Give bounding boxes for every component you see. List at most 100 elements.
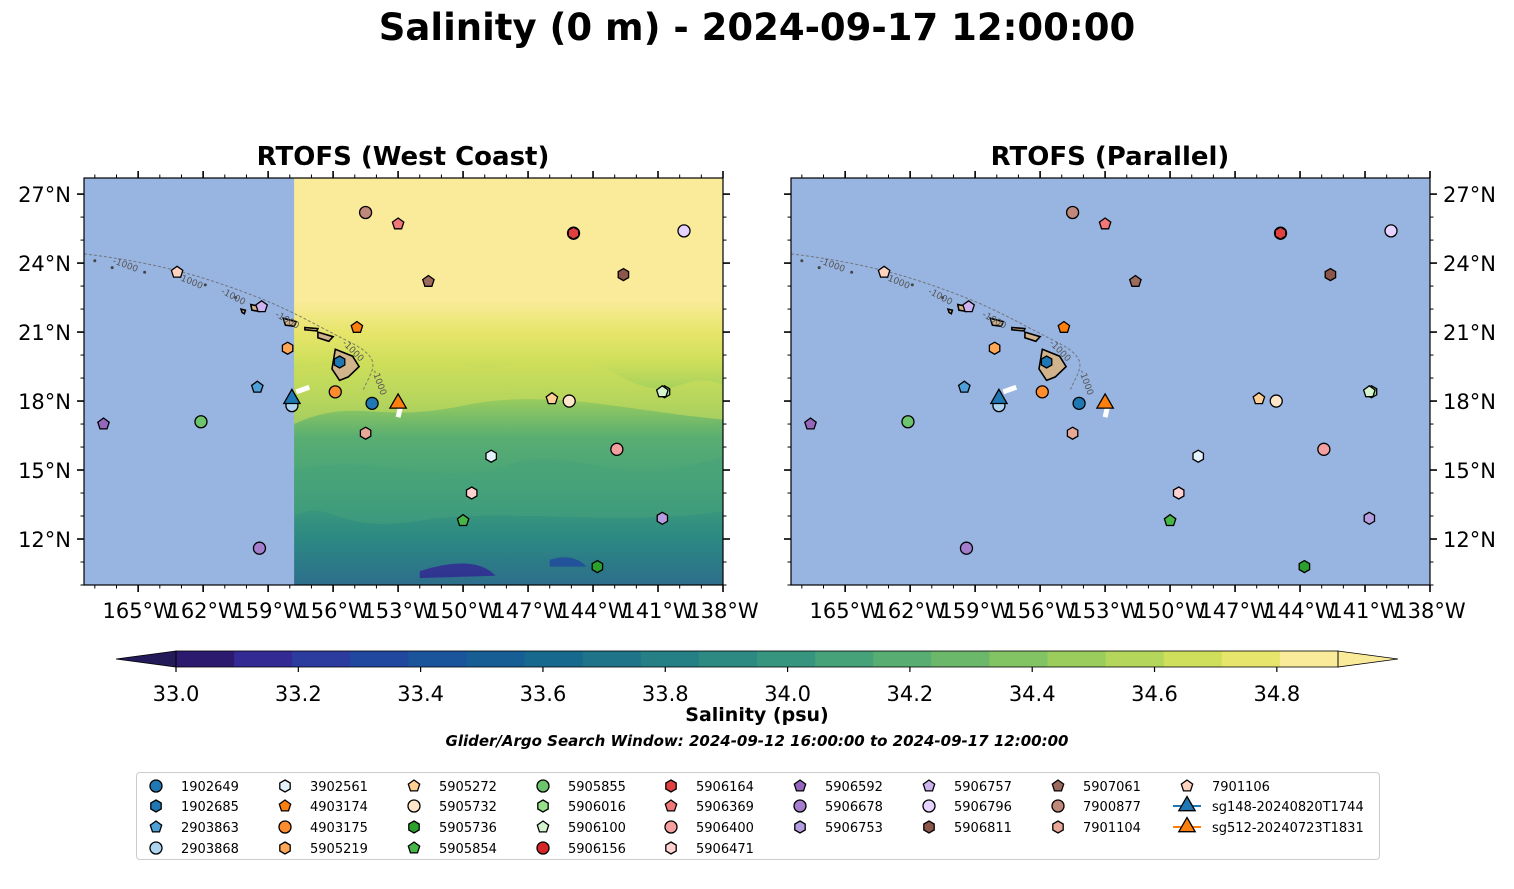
legend-label: 5907061 xyxy=(1083,780,1141,795)
legend-marker-5906164 xyxy=(665,779,677,793)
float-2903863 xyxy=(250,380,264,393)
legend-entry: 5906400 xyxy=(664,820,754,836)
colorbar-tick-label: 33.4 xyxy=(397,682,444,704)
x-tick-label: 150°W xyxy=(1134,599,1206,623)
colorbar-segment xyxy=(640,651,700,667)
legend-label: 5905736 xyxy=(439,821,497,836)
legend-entry: 5905854 xyxy=(407,841,497,857)
legend-marker-4903175 xyxy=(278,820,292,834)
float-7901104 xyxy=(1066,426,1079,440)
legend-label: 5906753 xyxy=(825,821,883,836)
legend-marker-5906678 xyxy=(793,799,807,813)
float-5906796 xyxy=(1384,224,1398,238)
legend-marker-5905272 xyxy=(407,779,421,792)
float-5905736 xyxy=(591,559,604,574)
legend-marker-4903174 xyxy=(278,799,292,812)
x-tick-label: 147°W xyxy=(1199,599,1271,623)
x-tick-label: 159°W xyxy=(232,599,304,623)
legend-entry: 7901104 xyxy=(1052,820,1141,836)
glider-sg148-20240820T1744 xyxy=(282,387,302,405)
legend-label: 2903868 xyxy=(181,842,239,857)
legend-marker-5905736 xyxy=(408,820,420,834)
nw-islet xyxy=(234,296,238,300)
legend-label: 5906796 xyxy=(954,800,1012,815)
y-tick-label: 21°N xyxy=(1443,321,1496,345)
legend: 1902649 1902685 2903863 2903868 3902561 49031… xyxy=(136,772,1380,860)
float-5906400 xyxy=(610,442,624,456)
colorbar-extend-high xyxy=(1337,650,1399,668)
float-1902685 xyxy=(333,355,346,369)
colorbar: 33.0 33.2 33.4 33.6 33.8 34.0 34.2 34.4 34.6 34.8 xyxy=(115,650,1399,704)
float-5906471 xyxy=(465,486,478,500)
float-7900877 xyxy=(1065,205,1080,220)
x-tick-label: 144°W xyxy=(1264,599,1336,623)
float-5905272 xyxy=(1252,391,1266,405)
legend-entry: 5906471 xyxy=(665,841,754,857)
figure-title: Salinity (0 m) - 2024-09-17 12:00:00 xyxy=(378,6,1136,49)
legend-label: 7901106 xyxy=(1212,780,1270,795)
x-tick-label: 153°W xyxy=(362,599,434,623)
float-7907061 xyxy=(421,274,435,287)
float-5905219 xyxy=(988,341,1001,355)
float-5906811 xyxy=(617,267,630,282)
legend-marker-5906592 xyxy=(793,779,807,792)
legend-marker-5906753 xyxy=(794,820,806,834)
map-frame xyxy=(83,177,724,586)
legend-marker-2903863 xyxy=(149,820,163,833)
legend-marker-5906757 xyxy=(922,779,936,792)
panel-title-west-coast: RTOFS (West Coast) xyxy=(256,142,550,172)
x-tick-label: 147°W xyxy=(492,599,564,623)
hawaiian-islands xyxy=(800,259,1068,382)
float-1902649 xyxy=(1072,396,1086,410)
float-1902649 xyxy=(365,396,379,410)
legend-label: 5906100 xyxy=(568,821,626,836)
colorbar-segment xyxy=(989,651,1048,667)
legend-label: 4903174 xyxy=(310,800,368,815)
x-tick-label: 153°W xyxy=(1069,599,1141,623)
nw-islet xyxy=(910,283,914,287)
legend-entry: 5906100 xyxy=(536,820,626,836)
legend-marker-2903868 xyxy=(149,841,163,855)
map-frame xyxy=(790,177,1431,586)
float-5906369 xyxy=(1098,217,1112,230)
nw-islet xyxy=(941,296,945,300)
y-tick-label: 15°N xyxy=(1443,459,1496,483)
float-5905854 xyxy=(1163,513,1177,527)
float-5905855 xyxy=(194,415,208,429)
isobath-contour xyxy=(84,253,374,390)
legend-entry: 2903863 xyxy=(149,820,239,836)
colorbar-segment xyxy=(466,651,526,667)
legend-label: 5906156 xyxy=(568,842,626,857)
float-4903174 xyxy=(350,320,364,333)
legend-entry: 5906592 xyxy=(793,779,883,795)
float-1902685 xyxy=(1040,355,1053,369)
legend-entry: 5905219 xyxy=(279,841,368,857)
colorbar-tick-label: 34.4 xyxy=(1009,682,1056,704)
legend-label: 5906811 xyxy=(954,821,1012,836)
y-tick-label: 27°N xyxy=(18,183,71,207)
colorbar-segment xyxy=(524,651,584,667)
float-5905732 xyxy=(1269,394,1283,408)
legend-marker-3902561 xyxy=(279,779,291,793)
legend-label: 4903175 xyxy=(310,821,368,836)
legend-label: 5906592 xyxy=(825,780,883,795)
glider-track xyxy=(1102,407,1110,418)
float-7901104 xyxy=(359,426,372,440)
panel-parallel: -1000-1000-1000-1000-1000-1000165°W162°W… xyxy=(784,171,1496,623)
legend-entry: 5905732 xyxy=(407,799,497,815)
y-tick-label: 27°N xyxy=(1443,183,1496,207)
isobath-contour xyxy=(791,253,1081,390)
float-5905272 xyxy=(545,391,559,405)
y-tick-label: 18°N xyxy=(18,390,71,414)
colorbar-tick-label: 33.6 xyxy=(520,682,567,704)
legend-marker-5906369 xyxy=(664,799,678,812)
legend-marker-7901106 xyxy=(1180,779,1194,792)
legend-entry: 5906678 xyxy=(793,799,883,815)
legend-entry: 4903175 xyxy=(278,820,368,836)
colorbar-segment xyxy=(234,651,293,667)
y-tick-label: 15°N xyxy=(18,459,71,483)
legend-marker-5905732 xyxy=(407,799,421,813)
glider-track xyxy=(395,407,403,418)
colorbar-tick-label: 34.2 xyxy=(887,682,934,704)
float-5906796 xyxy=(677,224,691,238)
